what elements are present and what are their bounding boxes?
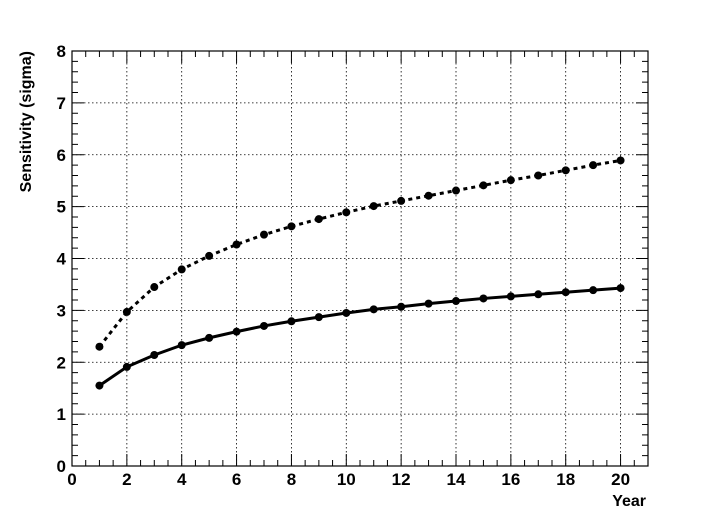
data-point (534, 290, 543, 299)
x-tick-label: 4 (177, 470, 187, 489)
data-point (506, 292, 515, 301)
y-tick-label: 5 (57, 198, 66, 217)
data-point (452, 186, 460, 195)
data-point (150, 350, 159, 359)
data-point (122, 307, 131, 316)
data-point (369, 202, 378, 211)
data-series (95, 156, 625, 390)
data-point (177, 265, 186, 274)
data-point (205, 333, 214, 342)
y-tick-label: 1 (57, 405, 66, 424)
data-point (205, 251, 214, 260)
data-point (424, 299, 433, 308)
x-tick-label: 6 (232, 470, 241, 489)
x-tick-label: 14 (447, 470, 466, 489)
y-tick-label: 7 (57, 94, 66, 113)
data-point (589, 286, 598, 295)
grid-lines (72, 51, 648, 466)
data-point (260, 230, 268, 239)
plot-frame (71, 50, 649, 467)
y-tick-label: 8 (57, 42, 66, 61)
data-point (479, 181, 488, 190)
data-point (561, 166, 570, 175)
y-tick-label: 2 (57, 353, 66, 372)
series-line-2 (98, 286, 621, 387)
data-point (397, 196, 406, 205)
y-axis-title: Sensitivity (sigma) (18, 51, 35, 192)
data-point (342, 208, 351, 217)
x-tick-label: 0 (67, 470, 76, 489)
data-point (589, 161, 598, 170)
data-point (122, 362, 131, 371)
y-tick-label: 6 (57, 146, 66, 165)
data-point (616, 156, 625, 165)
x-tick-label: 16 (501, 470, 520, 489)
data-point (424, 191, 433, 200)
data-point (314, 215, 323, 224)
data-point (397, 302, 406, 311)
data-point (232, 327, 241, 336)
axis-ticks (71, 50, 648, 467)
data-point (177, 341, 186, 350)
data-point (232, 240, 241, 249)
data-point (561, 288, 570, 297)
y-tick-label: 3 (57, 301, 66, 320)
x-axis-title: Year (612, 493, 646, 510)
x-tick-label: 12 (392, 470, 411, 489)
y-tick-label: 4 (57, 250, 67, 269)
data-point (95, 381, 104, 390)
data-point (95, 342, 104, 351)
data-point (287, 317, 296, 326)
data-point (452, 297, 460, 306)
x-tick-label: 8 (287, 470, 296, 489)
x-tick-label: 2 (122, 470, 131, 489)
x-tick-label: 10 (337, 470, 356, 489)
data-point (150, 283, 159, 292)
x-tick-label: 20 (611, 470, 630, 489)
y-tick-label: 0 (57, 457, 66, 476)
data-point (342, 308, 351, 317)
data-point (616, 284, 625, 293)
data-point (506, 176, 515, 185)
data-point (534, 171, 543, 180)
data-point (260, 321, 268, 330)
data-point (479, 294, 488, 303)
data-point (369, 305, 378, 314)
x-tick-label: 18 (556, 470, 575, 489)
data-point (314, 313, 323, 322)
data-point (287, 222, 296, 231)
